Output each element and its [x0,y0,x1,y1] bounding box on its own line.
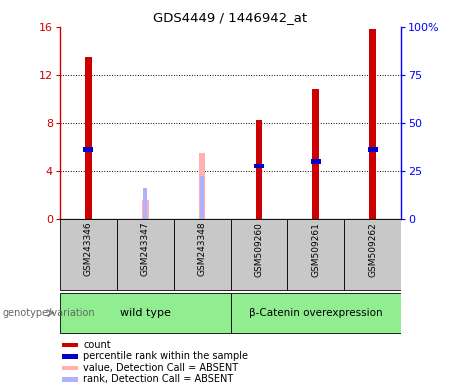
Bar [254,164,264,169]
Text: GSM243347: GSM243347 [141,222,150,276]
Bar [230,219,287,290]
Bar [62,366,78,370]
Bar [143,188,148,219]
Text: wild type: wild type [120,308,171,318]
Text: GSM509262: GSM509262 [368,222,377,276]
Bar [142,200,148,219]
Text: percentile rank within the sample: percentile rank within the sample [83,351,248,361]
Bar [369,29,376,219]
Text: β-Catenin overexpression: β-Catenin overexpression [249,308,383,318]
Bar [85,57,92,219]
Bar [83,147,94,152]
Text: GSM243348: GSM243348 [198,222,207,276]
Text: value, Detection Call = ABSENT: value, Detection Call = ABSENT [83,363,238,373]
Text: GSM243346: GSM243346 [84,222,93,276]
Bar [344,219,401,290]
Text: count: count [83,340,111,350]
Bar [62,343,78,347]
Bar [60,293,230,333]
Bar [230,293,401,333]
Bar [62,377,78,382]
Bar [200,176,204,219]
Bar [60,219,117,290]
Bar [117,219,174,290]
Text: GSM509260: GSM509260 [254,222,263,277]
Bar [313,89,319,219]
Bar [199,153,206,219]
Bar [255,121,262,219]
Text: GSM509261: GSM509261 [311,222,320,277]
Text: genotype/variation: genotype/variation [2,308,95,318]
Text: GDS4449 / 1446942_at: GDS4449 / 1446942_at [154,12,307,25]
Bar [311,159,321,164]
Bar [287,219,344,290]
Bar [62,354,78,359]
Text: rank, Detection Call = ABSENT: rank, Detection Call = ABSENT [83,374,234,384]
Bar [367,147,378,152]
Bar [174,219,230,290]
